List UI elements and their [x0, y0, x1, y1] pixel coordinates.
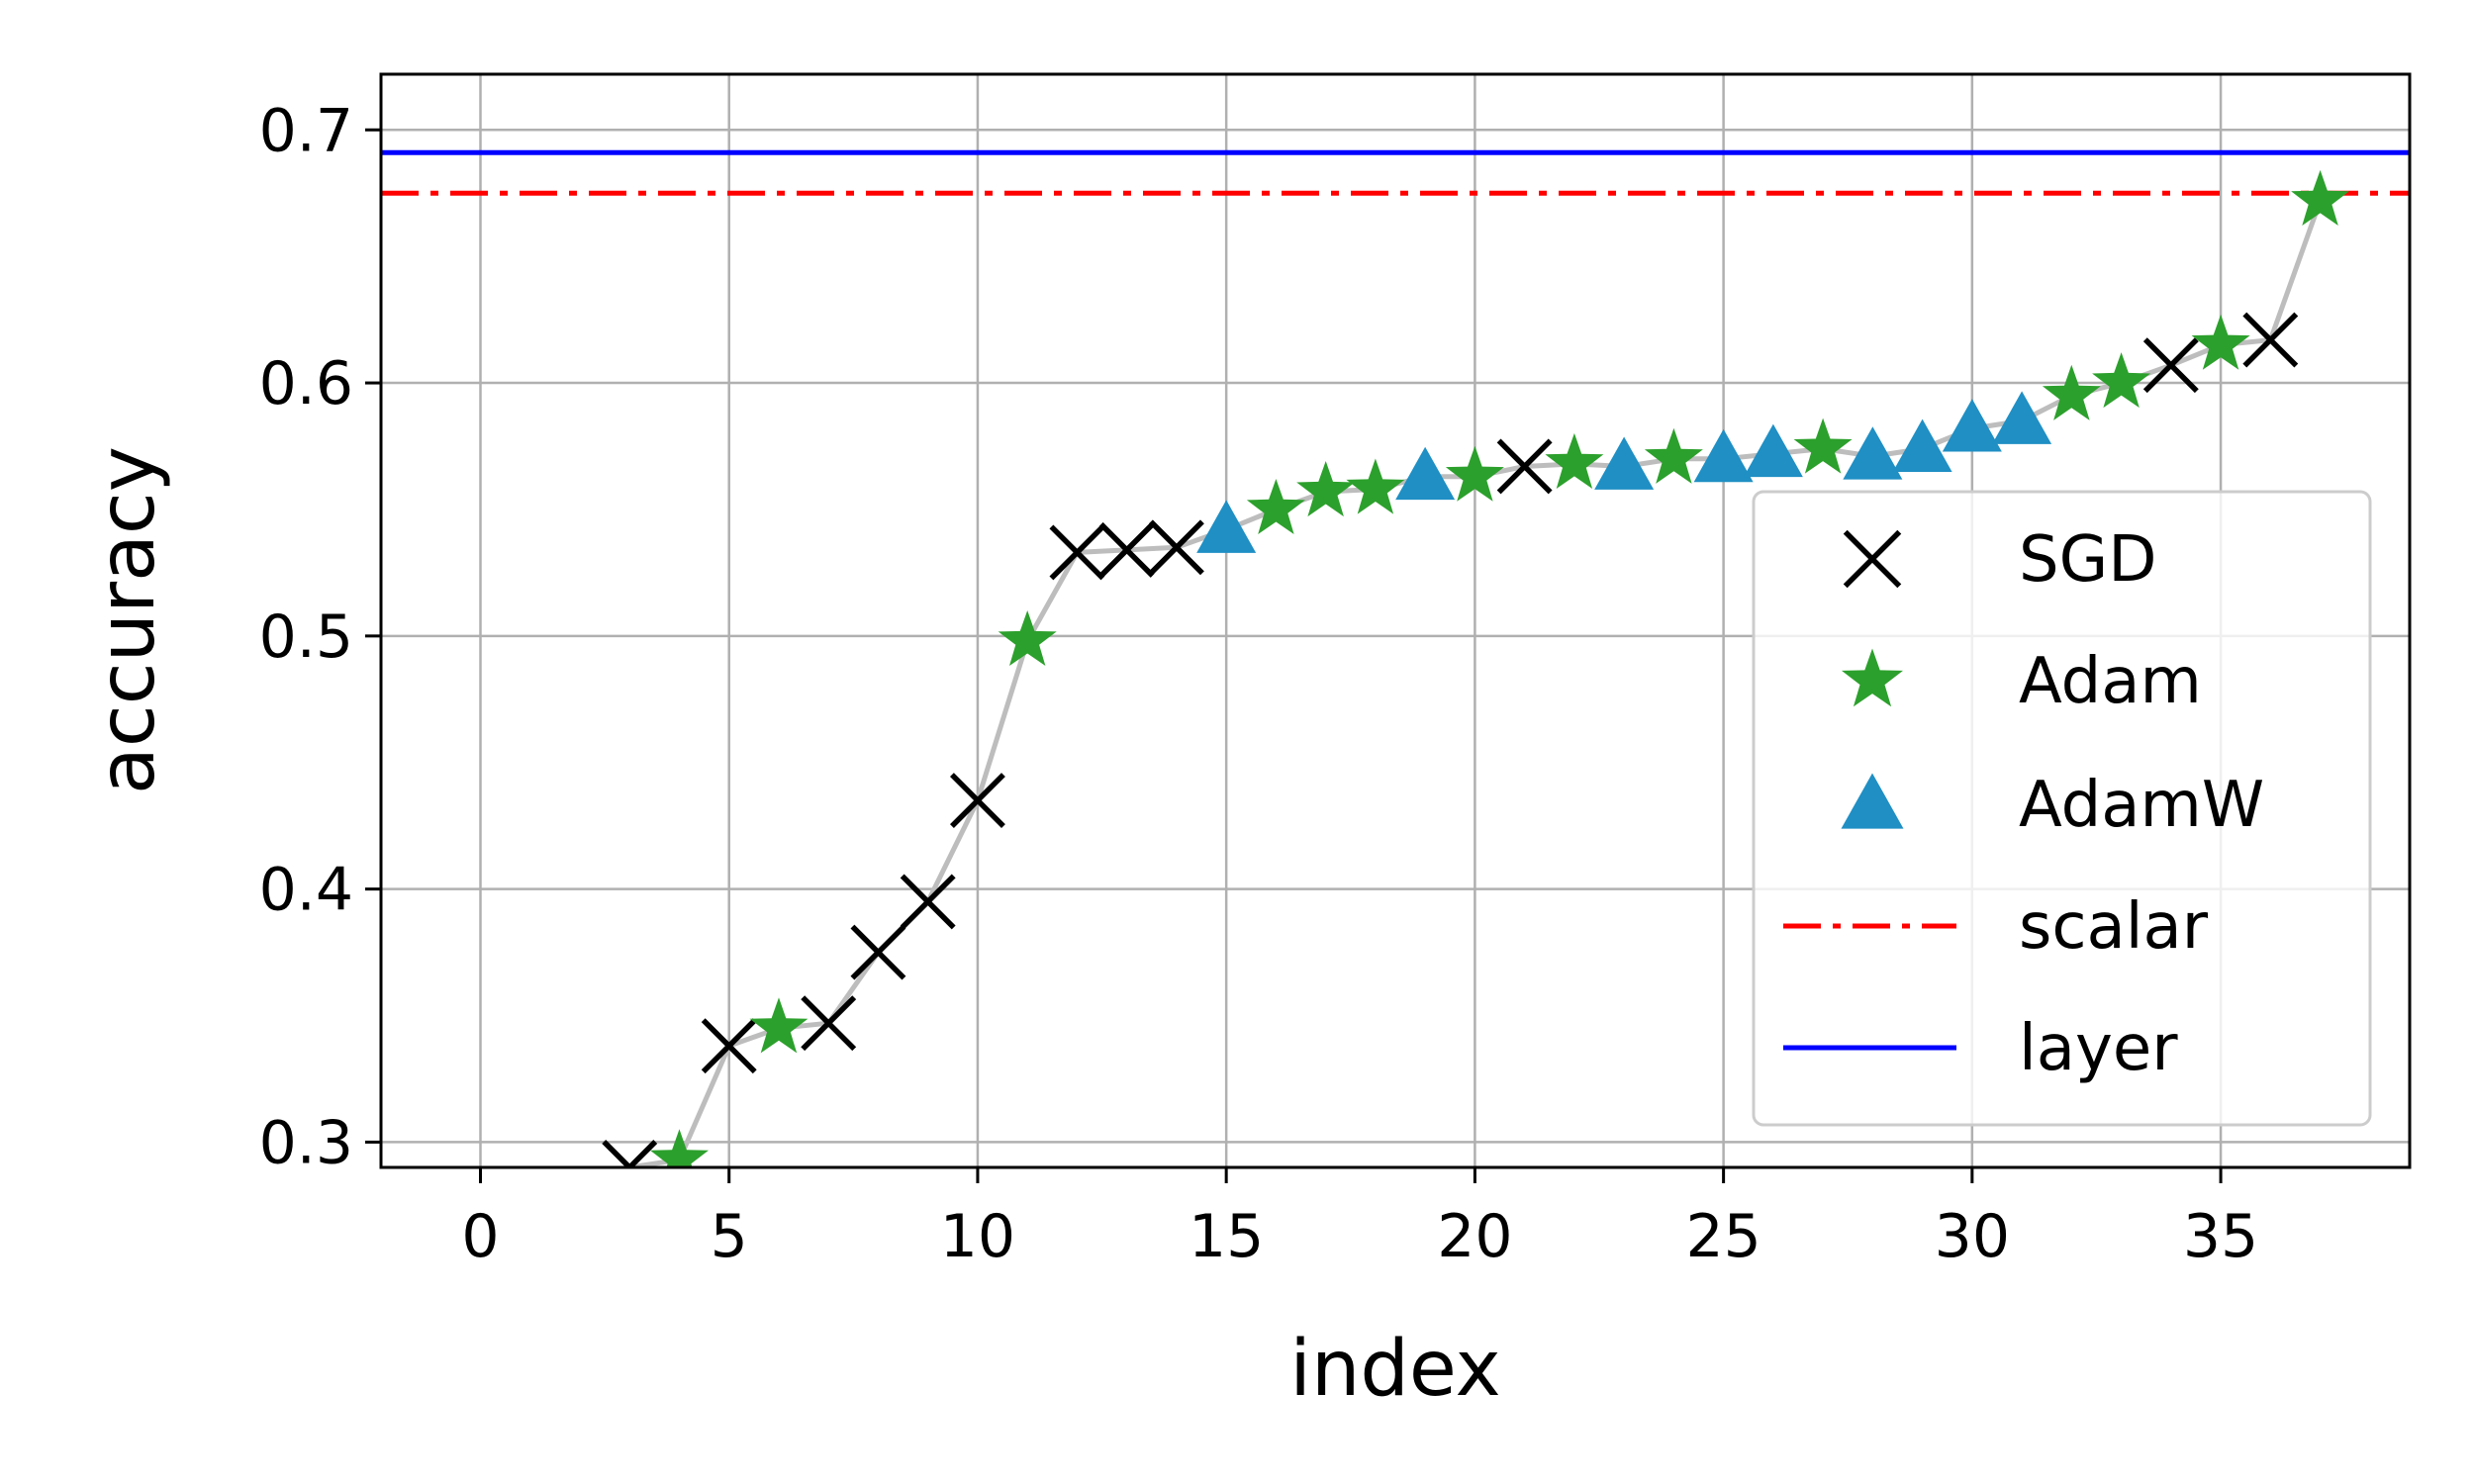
sgd-point: [850, 924, 906, 980]
adam-point: [1445, 445, 1504, 502]
x-tick-label: 20: [1437, 1202, 1512, 1271]
x-tick-label: 35: [2183, 1202, 2258, 1271]
adam-point: [1644, 427, 1703, 484]
sgd-point: [900, 874, 956, 930]
x-tick-label: 30: [1935, 1202, 2010, 1271]
adam-point: [2092, 352, 2151, 409]
adamw-point: [1892, 418, 1952, 472]
adam-point: [1296, 461, 1356, 517]
y-tick-label: 0.7: [259, 96, 353, 165]
adamw-point: [1843, 426, 1903, 480]
sgd-point: [2242, 312, 2299, 368]
legend-label-adamw: AdamW: [2019, 769, 2264, 842]
adam-point: [1246, 479, 1305, 534]
legend-label-layer: layer: [2019, 1012, 2178, 1085]
y-tick-label: 0.5: [259, 603, 353, 672]
sgd-point: [801, 995, 857, 1052]
x-tick-label: 10: [940, 1202, 1015, 1271]
x-axis-label: index: [1289, 1325, 1500, 1414]
markers-layer: [602, 169, 2349, 1167]
y-tick-label: 0.4: [259, 856, 353, 925]
adam-point: [749, 997, 809, 1054]
sgd-point: [1049, 524, 1105, 581]
adam-point: [1545, 432, 1604, 489]
adam-point: [2042, 364, 2101, 420]
y-tick-label: 0.3: [259, 1108, 353, 1177]
legend-adamw-marker: [1841, 773, 1904, 829]
adamw-point: [1743, 423, 1803, 478]
x-tick-label: 15: [1189, 1202, 1264, 1271]
y-axis-label: accuracy: [83, 446, 172, 794]
adamw-point: [1992, 391, 2052, 444]
legend-sgd-marker: [1843, 529, 1902, 589]
sgd-point: [1496, 438, 1553, 495]
adamw-point: [1196, 500, 1257, 553]
adam-point: [1346, 458, 1405, 514]
adamw-point: [1942, 399, 2002, 452]
adam-point: [1793, 417, 1853, 474]
plot-frame: [379, 72, 2412, 1169]
legend: SGD Adam AdamW scalar layer: [1752, 490, 2372, 1127]
legend-adam-marker: [1842, 648, 1903, 707]
adam-point: [2191, 314, 2250, 370]
y-tick-label: 0.6: [259, 349, 353, 418]
adamw-point: [1594, 436, 1655, 490]
sgd-point: [1098, 521, 1155, 578]
x-tick-label: 25: [1685, 1202, 1760, 1271]
adam-point: [998, 610, 1057, 666]
adamw-point: [1693, 428, 1754, 483]
legend-label-adam: Adam: [2019, 645, 2202, 718]
reference-lines: [381, 149, 2410, 196]
sgd-point: [2142, 337, 2199, 394]
legend-label-scalar: scalar: [2019, 890, 2209, 964]
sgd-point: [1148, 519, 1204, 576]
adamw-point: [1395, 446, 1456, 501]
adam-point: [650, 1129, 709, 1167]
sgd-point: [949, 773, 1005, 829]
sgd-point: [701, 1018, 757, 1074]
sgd-point: [602, 1140, 658, 1167]
x-tick-label: 5: [711, 1202, 748, 1271]
adam-point: [2291, 169, 2349, 226]
x-tick-label: 0: [461, 1202, 499, 1271]
legend-label-sgd: SGD: [2019, 523, 2157, 597]
ticks: 0 5 10 15 20 25 30 35 0.3 0.4 0.5 0.6 0.7: [259, 96, 2259, 1271]
legend-box: [1752, 490, 2372, 1127]
